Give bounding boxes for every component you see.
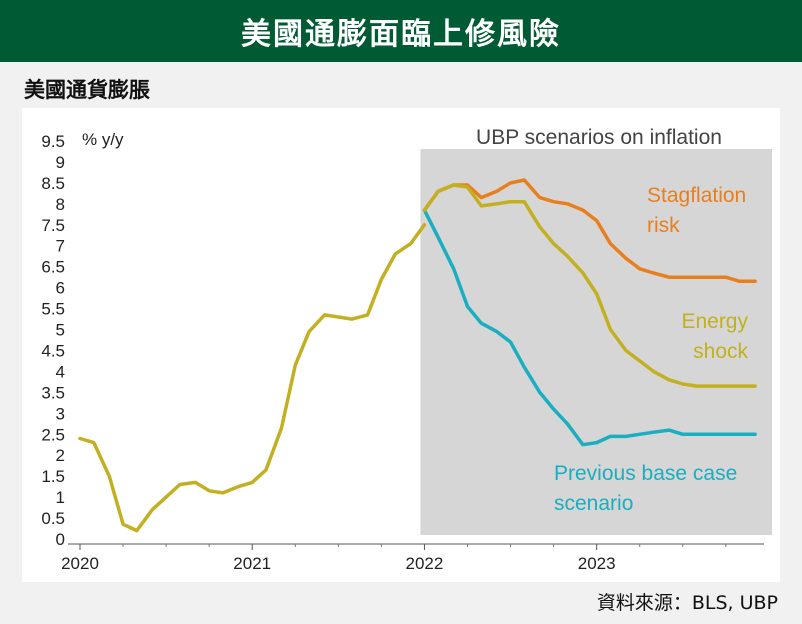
energy-shock-line <box>422 183 757 388</box>
y-tick-label: 4 <box>56 362 65 381</box>
scenario-region-label: UBP scenarios on inflation <box>476 126 722 149</box>
source-note: 資料來源：BLS, UBP <box>596 592 778 614</box>
y-tick-label: 8 <box>56 195 65 214</box>
inflation-line-chart: UBP scenarios on inflation 0 0.5 1 1.5 2 2.5 3 3… <box>41 126 772 573</box>
y-tick-label: 8.5 <box>41 174 65 193</box>
previous-base-case-line <box>422 208 757 447</box>
stagflation-risk-label: risk <box>647 214 680 237</box>
y-tick-label: 1 <box>56 488 65 507</box>
y-tick-label: 9 <box>56 153 65 172</box>
y-tick-label: 3.5 <box>41 383 65 402</box>
y-tick-label: 0.5 <box>41 509 65 528</box>
header-banner: 美國通膨面臨上修風險 <box>0 0 802 62</box>
y-tick-label: 4.5 <box>41 341 65 360</box>
previous-base-case-label: scenario <box>554 492 633 515</box>
y-tick-label: 7 <box>56 237 65 256</box>
y-tick-label: 2 <box>56 446 65 465</box>
y-tick-label: 1.5 <box>41 467 65 486</box>
header-title: 美國通膨面臨上修風險 <box>241 17 561 52</box>
stagflation-risk-label: Stagflation <box>647 184 746 207</box>
y-axis-unit-label: % y/y <box>82 130 124 149</box>
y-tick-label: 5 <box>56 321 65 340</box>
y-tick-label: 9.5 <box>41 132 65 151</box>
x-tick-label: 2022 <box>406 554 444 573</box>
y-tick-label: 2.5 <box>41 425 65 444</box>
energy-shock-label: shock <box>693 340 748 363</box>
x-tick-label: 2020 <box>61 554 99 573</box>
energy-shock-label: Energy <box>681 310 748 333</box>
previous-base-case-label: Previous base case <box>554 462 737 485</box>
historical-inflation-line <box>78 223 427 533</box>
y-tick-label: 0 <box>56 530 65 549</box>
y-tick-label: 3 <box>56 404 65 423</box>
scenario-shaded-region <box>420 149 772 535</box>
y-tick-label: 6.5 <box>41 258 65 277</box>
x-tick-label: 2023 <box>578 554 616 573</box>
x-tick-label: 2021 <box>233 554 271 573</box>
chart-subtitle: 美國通貨膨脹 <box>24 78 150 102</box>
plot-panel: UBP scenarios on inflation 0 0.5 1 1.5 2 2.5 3 3… <box>22 108 780 582</box>
y-tick-label: 6 <box>56 279 65 298</box>
y-tick-label: 5.5 <box>41 300 65 319</box>
stagflation-risk-line <box>422 178 757 284</box>
y-tick-label: 7.5 <box>41 216 65 235</box>
